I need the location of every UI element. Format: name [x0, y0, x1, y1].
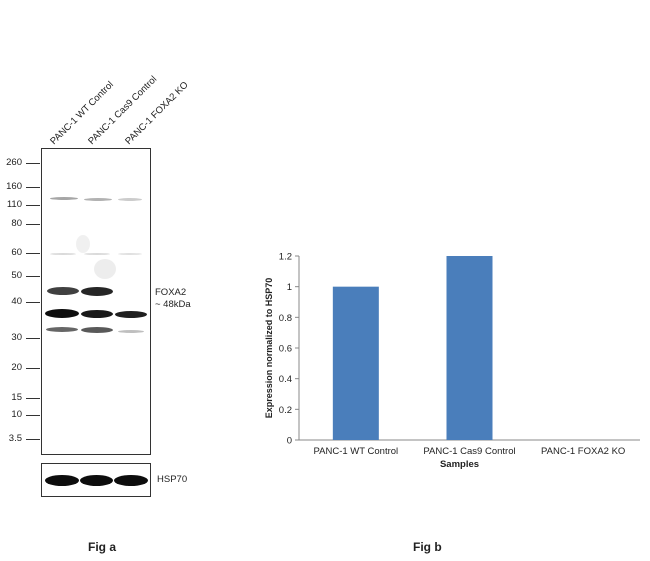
- mw-label: 60: [11, 247, 22, 258]
- mw-tick: [26, 368, 40, 369]
- y-tick-label: 0.4: [279, 374, 292, 385]
- mw-tick: [26, 398, 40, 399]
- mw-label: 15: [11, 392, 22, 403]
- figure-b-chart: 0 0.2 0.4 0.6 0.8 1 1.2 PANC-1 WT Control PANC-1…: [250, 240, 650, 490]
- mw-label: 260: [6, 157, 22, 168]
- blot-smudge: [76, 235, 90, 253]
- mw-label: 20: [11, 362, 22, 373]
- hsp70-band-wt: [45, 475, 79, 486]
- foxa2-size-label: ~ 48kDa: [155, 299, 191, 310]
- mw-label: 110: [6, 199, 22, 210]
- hsp70-band-ko: [114, 475, 148, 486]
- blot-band: [45, 309, 79, 318]
- figure-b-label: Fig b: [413, 540, 442, 554]
- blot-band: [46, 327, 78, 332]
- mw-tick: [26, 302, 40, 303]
- western-blot-hsp70: [41, 463, 151, 497]
- y-axis-title: Expression normalized to HSP70: [264, 278, 274, 419]
- western-blot-main: [41, 148, 151, 455]
- lane-label-wt: PANC-1 WT Control: [48, 79, 116, 147]
- blot-band: [118, 253, 142, 255]
- bar: [332, 286, 379, 440]
- mw-label: 3.5: [8, 433, 22, 444]
- blot-band: [118, 198, 142, 201]
- y-tick-label: 0.6: [279, 344, 292, 355]
- blot-band: [50, 253, 76, 255]
- x-tick-label: PANC-1 FOXA2 KO: [541, 446, 625, 457]
- mw-tick: [26, 205, 40, 206]
- hsp70-band-cas9: [80, 475, 113, 486]
- mw-label: 160: [6, 181, 22, 192]
- mw-tick: [26, 187, 40, 188]
- blot-band: [50, 197, 78, 200]
- mw-tick: [26, 163, 40, 164]
- y-tick-label: 0.8: [279, 313, 292, 324]
- figure-a-label: Fig a: [88, 540, 117, 554]
- mw-label: 10: [11, 409, 22, 420]
- x-axis-title: Samples: [440, 459, 479, 470]
- blot-smudge: [94, 259, 116, 279]
- foxa2-label: FOXA2: [155, 287, 187, 298]
- bar: [446, 256, 493, 440]
- x-tick-label: PANC-1 Cas9 Control: [423, 446, 515, 457]
- foxa2-band-cas9: [81, 287, 113, 296]
- mw-tick: [26, 415, 40, 416]
- mw-tick: [26, 338, 40, 339]
- blot-band: [115, 311, 147, 318]
- x-tick-label: PANC-1 WT Control: [314, 446, 399, 457]
- blot-band: [84, 198, 112, 201]
- mw-tick: [26, 439, 40, 440]
- lane-label-ko: PANC-1 FOXA2 KO: [123, 79, 191, 147]
- mw-tick: [26, 253, 40, 254]
- mw-label: 80: [11, 218, 22, 229]
- y-tick-label: 0: [287, 436, 292, 447]
- hsp70-label: HSP70: [157, 474, 188, 485]
- blot-band: [84, 253, 110, 255]
- y-tick-label: 1.2: [279, 252, 292, 263]
- y-tick-label: 1: [287, 282, 292, 293]
- mw-label: 50: [11, 270, 22, 281]
- mw-label: 30: [11, 332, 22, 343]
- foxa2-band-wt: [47, 287, 79, 295]
- mw-tick: [26, 224, 40, 225]
- mw-label: 40: [11, 296, 22, 307]
- blot-band: [81, 327, 113, 333]
- blot-band: [81, 310, 113, 318]
- blot-band: [118, 330, 144, 333]
- mw-tick: [26, 276, 40, 277]
- bar-chart: 0 0.2 0.4 0.6 0.8 1 1.2 PANC-1 WT Control PANC-1…: [264, 252, 640, 470]
- lane-label-cas9: PANC-1 Cas9 Control: [86, 74, 160, 147]
- y-tick-label: 0.2: [279, 405, 292, 416]
